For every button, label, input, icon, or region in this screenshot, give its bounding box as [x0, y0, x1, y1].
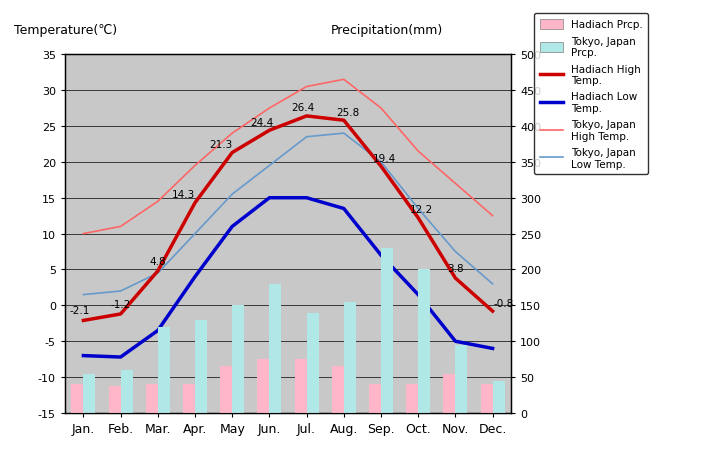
Text: 19.4: 19.4: [373, 153, 396, 163]
Text: 4.8: 4.8: [150, 256, 166, 266]
Text: -2.1: -2.1: [70, 306, 90, 316]
Bar: [269, 284, 282, 413]
Bar: [455, 345, 467, 413]
Bar: [71, 385, 84, 413]
Bar: [418, 270, 430, 413]
Text: -1.2: -1.2: [110, 299, 131, 309]
Bar: [481, 385, 492, 413]
Bar: [344, 302, 356, 413]
Bar: [158, 327, 170, 413]
Bar: [195, 320, 207, 413]
Bar: [258, 359, 269, 413]
Bar: [84, 374, 95, 413]
Text: 14.3: 14.3: [172, 190, 195, 200]
Bar: [406, 385, 418, 413]
Bar: [109, 386, 120, 413]
Legend: Hadiach Prcp., Tokyo, Japan
Prcp., Hadiach High
Temp., Hadiach Low
Temp., Tokyo,: Hadiach Prcp., Tokyo, Japan Prcp., Hadia…: [534, 14, 648, 174]
Bar: [121, 370, 132, 413]
Text: -0.8: -0.8: [494, 298, 514, 308]
Text: 12.2: 12.2: [410, 205, 433, 215]
Bar: [146, 385, 158, 413]
Bar: [332, 367, 344, 413]
Bar: [381, 248, 393, 413]
Text: 24.4: 24.4: [251, 118, 274, 128]
Bar: [444, 374, 455, 413]
Text: Temperature(℃): Temperature(℃): [14, 24, 117, 37]
Bar: [492, 381, 505, 413]
Text: 26.4: 26.4: [292, 103, 315, 113]
Bar: [183, 385, 195, 413]
Text: 21.3: 21.3: [210, 140, 233, 150]
Bar: [294, 359, 307, 413]
Bar: [220, 367, 232, 413]
Text: 25.8: 25.8: [336, 107, 359, 118]
Text: 3.8: 3.8: [447, 263, 464, 274]
Bar: [232, 306, 244, 413]
Bar: [369, 385, 381, 413]
Bar: [307, 313, 318, 413]
Text: Precipitation(mm): Precipitation(mm): [331, 24, 444, 37]
